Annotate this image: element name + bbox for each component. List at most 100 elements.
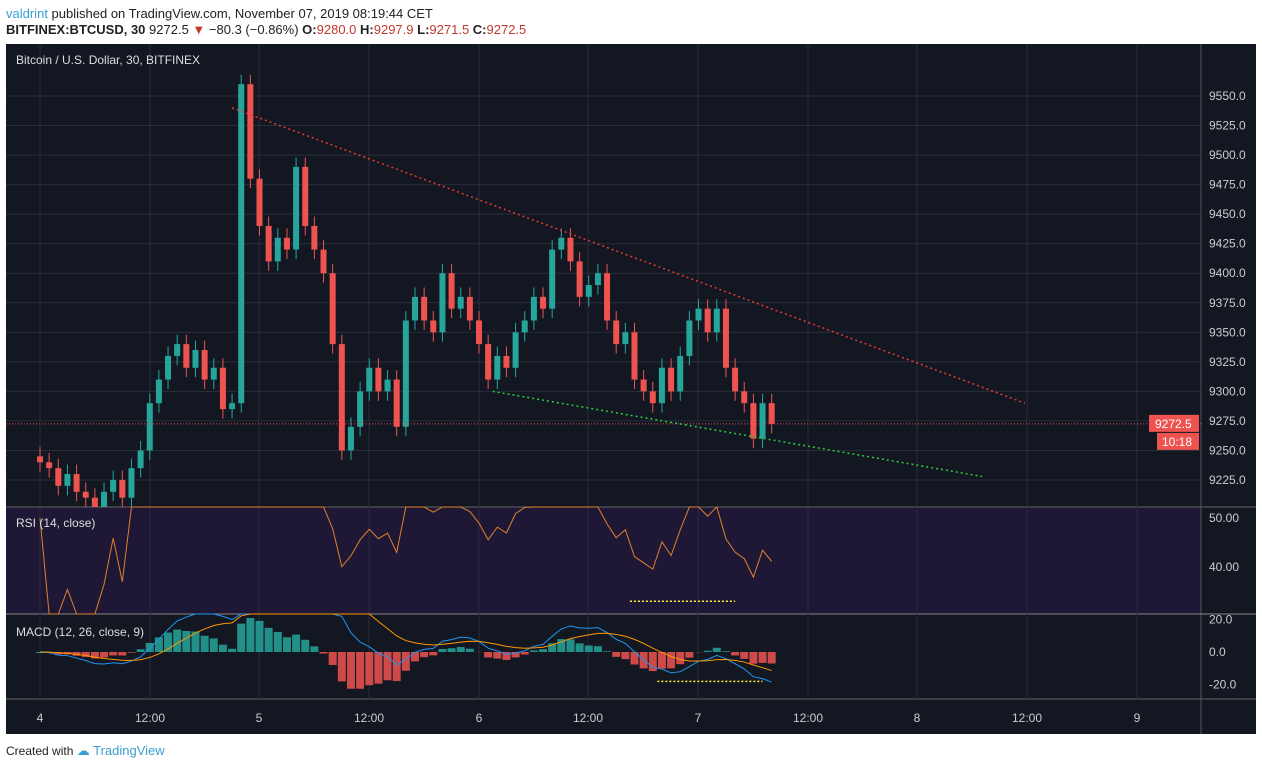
macd-histogram-bar [749, 652, 758, 664]
macd-title: MACD (12, 26, close, 9) [16, 625, 144, 639]
macd-histogram-bar [767, 652, 776, 664]
macd-histogram-bar [392, 652, 401, 682]
candle-body [768, 403, 775, 424]
candle-body [219, 367, 226, 410]
resistance-trendline [231, 107, 1026, 404]
candle-body [192, 350, 199, 368]
macd-histogram-bar [145, 642, 154, 652]
price-tick-label: 9375.0 [1209, 296, 1246, 310]
close-value: 9272.5 [486, 22, 527, 37]
macd-histogram-bar [118, 652, 127, 656]
macd-histogram-bar [264, 627, 273, 652]
macd-histogram-bar [383, 652, 392, 681]
candle-body [320, 249, 327, 274]
candle-body [283, 237, 290, 250]
candle-body [165, 355, 172, 380]
candle-body [494, 355, 501, 380]
price-chart[interactable]: 4 12:00 5 12:00 6 12:00 7 12:00 8 12:00 9 9225.0 925… [6, 44, 1256, 734]
candle-body [567, 237, 574, 262]
rsi-title: RSI (14, close) [16, 516, 95, 530]
macd-histogram-bar [164, 632, 173, 652]
macd-histogram-bar [328, 652, 337, 665]
candle-body [174, 344, 181, 356]
candle-body [402, 320, 409, 427]
candle-body [604, 273, 611, 321]
price-tick-label: 9450.0 [1209, 207, 1246, 221]
signal-line [39, 613, 772, 672]
macd-histogram-bar [529, 650, 538, 652]
macd-histogram-bar [584, 645, 593, 652]
candle-body [229, 403, 236, 410]
candle-body [274, 237, 281, 262]
candle-body [521, 320, 528, 333]
candle-body [448, 273, 455, 309]
macd-histogram-bar [511, 652, 520, 658]
candle-body [201, 350, 208, 380]
macd-histogram-bar [657, 652, 666, 669]
x-tick-label: 7 [695, 711, 702, 725]
chart-title: Bitcoin / U.S. Dollar, 30, BITFINEX [16, 53, 200, 67]
candle-body [732, 367, 739, 392]
candle-body [631, 332, 638, 380]
macd-histogram-bar [81, 652, 90, 657]
candle-body [128, 468, 135, 498]
macd-histogram-bar [200, 635, 209, 652]
symbol-info: BITFINEX:BTCUSD, 30 9272.5 ▼ −80.3 (−0.8… [6, 22, 526, 37]
macd-line [39, 613, 772, 683]
macd-histogram-bar [319, 652, 328, 654]
macd-histogram-bar [173, 629, 182, 652]
candle-body [302, 166, 309, 226]
macd-histogram-bar [420, 652, 429, 658]
change: −80.3 (−0.86%) [208, 22, 299, 37]
candle-body [347, 426, 354, 451]
candle-body [540, 296, 547, 309]
macd-histogram-bar [593, 646, 602, 652]
x-tick-label: 6 [476, 711, 483, 725]
price-tick-label: 9425.0 [1209, 237, 1246, 251]
macd-histogram-bar [365, 652, 374, 686]
price-tick-label: 9225.0 [1209, 473, 1246, 487]
candle-body [530, 296, 537, 321]
c-label: C: [472, 22, 487, 37]
candle-body [585, 285, 592, 297]
candle-body [64, 474, 71, 486]
candle-body [73, 474, 80, 492]
candle-body [366, 367, 373, 392]
brand: TradingView [93, 743, 165, 758]
macd-histogram-bar [612, 652, 621, 657]
macd-histogram-bar [520, 652, 529, 655]
candle-body [750, 403, 757, 439]
l-label: L: [417, 22, 430, 37]
macd-histogram-bar [603, 651, 612, 652]
tradingview-logo[interactable]: ☁ TradingView [76, 743, 165, 758]
candle-body [594, 273, 601, 286]
macd-histogram-bar [292, 634, 301, 652]
macd-histogram-bar [310, 646, 319, 652]
candle-body [668, 367, 675, 392]
candle-body [558, 237, 565, 250]
macd-histogram-bar [667, 652, 676, 669]
macd-histogram-bar [346, 652, 355, 689]
candle-body [686, 320, 693, 356]
macd-histogram-bar [621, 652, 630, 660]
rsi-tick-label: 40.00 [1209, 560, 1239, 574]
macd-histogram-bar [712, 647, 721, 652]
macd-histogram-bar [127, 652, 136, 653]
price-tick-label: 9525.0 [1209, 119, 1246, 133]
publish-info: valdrint published on TradingView.com, N… [6, 6, 433, 21]
candle-body [741, 391, 748, 404]
x-tick-label: 12:00 [135, 711, 165, 725]
author-link[interactable]: valdrint [6, 6, 48, 21]
price-tick-label: 9325.0 [1209, 355, 1246, 369]
candle-body [421, 296, 428, 321]
macd-histogram-bar [731, 652, 740, 656]
macd-histogram-bar [429, 652, 438, 656]
candle-body [247, 84, 254, 179]
macd-histogram-bar [575, 643, 584, 652]
macd-histogram-bar [758, 652, 767, 663]
candle-body [485, 344, 492, 380]
macd-histogram-bar [465, 648, 474, 652]
candle-body [411, 296, 418, 321]
macd-histogram-bar [566, 639, 575, 652]
macd-histogram-bar [648, 652, 657, 672]
